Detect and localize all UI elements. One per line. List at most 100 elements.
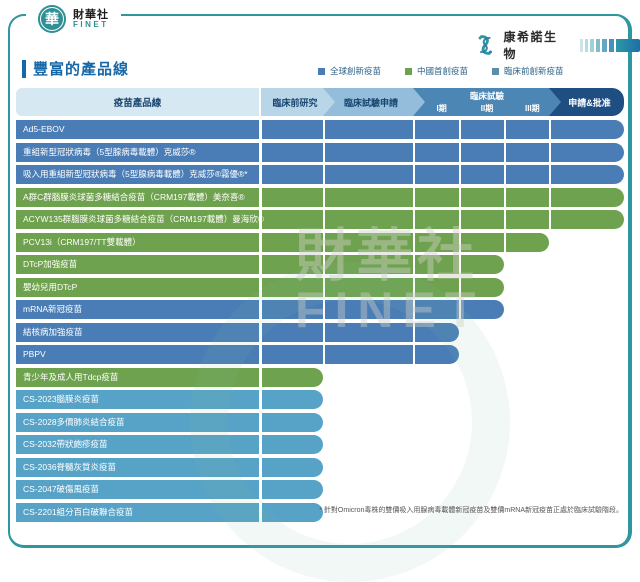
pipeline-row-label: A群C群腦膜炎球菌多糖結合疫苗（CRM197載體）美奈喜® <box>23 191 245 202</box>
stage-separator <box>259 120 262 139</box>
legend: 全球創新疫苗 中國首創疫苗 臨床前創新疫苗 <box>318 65 564 77</box>
stage-separator <box>413 120 415 139</box>
cansino-company-name: 康希諾生物 <box>503 30 558 61</box>
stage-separator <box>323 322 325 342</box>
stage-separator <box>459 232 461 252</box>
stage-separator <box>259 367 262 387</box>
pipeline-row-label: 嬰幼兒用DTcP <box>23 281 78 292</box>
column-header-clinical: 臨床試驗 I期 II期 III期 <box>413 88 561 116</box>
pipeline-row: 重組新型冠狀病毒（5型腺病毒載體）克威莎® <box>16 142 624 162</box>
pipeline-row: ACYW135群腦膜炎球菌多糖結合疫苗（CRM197載體）曼海欣® <box>16 210 624 229</box>
pipeline-row-label: CS-2023腦膜炎疫苗 <box>23 394 100 404</box>
page-title: 豐富的產品線 <box>33 61 130 78</box>
legend-item: 全球創新疫苗 <box>318 65 381 77</box>
finet-logo-subname: FINET <box>73 19 109 29</box>
stage-separator <box>259 502 262 522</box>
stage-separator <box>504 120 506 139</box>
title-block: 豐富的產品線 <box>22 58 129 79</box>
pipeline-row: 嬰幼兒用DTcP <box>16 277 504 297</box>
pipeline-row: PCV13i（CRM197/TT雙載體） <box>16 232 549 252</box>
stage-separator <box>413 322 415 342</box>
pipeline-row: mRNA新冠疫苗 <box>16 300 504 319</box>
stage-separator <box>549 142 551 162</box>
stage-separator <box>323 165 325 184</box>
stage-separator <box>459 187 461 207</box>
legend-item: 臨床前創新疫苗 <box>492 65 564 77</box>
pipeline-row: A群C群腦膜炎球菌多糖結合疫苗（CRM197載體）美奈喜® <box>16 187 624 207</box>
pipeline-row-label: CS-2047破傷風疫苗 <box>23 484 100 494</box>
stage-separator <box>549 120 551 139</box>
pipeline-row-label: mRNA新冠疫苗 <box>23 304 83 314</box>
stage-separator <box>259 322 262 342</box>
pipeline-row: PBPV <box>16 345 459 364</box>
pipeline-row-label: 結核病加強疫苗 <box>23 326 83 337</box>
legend-item: 中國首創疫苗 <box>405 65 468 77</box>
stage-separator <box>413 210 415 229</box>
pipeline-row-label: PCV13i（CRM197/TT雙載體） <box>23 236 141 247</box>
legend-swatch-icon <box>318 67 325 75</box>
column-header-ind: 臨床試驗申請 <box>323 88 425 116</box>
stage-separator <box>323 300 325 319</box>
column-header-product: 疫苗產品線 <box>16 88 259 116</box>
title-accent-bar <box>22 59 26 78</box>
pipeline-row-label: 重組新型冠狀病毒（5型腺病毒載體）克威莎® <box>23 146 196 157</box>
pipeline-row: 結核病加強疫苗 <box>16 322 459 342</box>
pipeline-row-label: ACYW135群腦膜炎球菌多糖結合疫苗（CRM197載體）曼海欣® <box>23 214 264 224</box>
pipeline-row-label: CS-2032帶狀皰疹疫苗 <box>23 439 108 449</box>
pipeline-row: CS-2201組分百白破聯合疫苗 <box>16 502 323 522</box>
legend-swatch-icon <box>492 67 500 75</box>
stage-separator <box>459 210 461 229</box>
stage-separator <box>259 232 262 252</box>
stage-separator <box>323 142 325 162</box>
stage-separator <box>259 412 262 432</box>
stage-separator <box>259 255 262 274</box>
stage-separator <box>504 187 506 207</box>
stage-separator <box>323 187 325 207</box>
stage-separator <box>259 210 262 229</box>
legend-swatch-icon <box>405 67 413 75</box>
column-header-phase1: I期 <box>436 104 447 113</box>
stage-separator <box>459 277 461 297</box>
stage-separator <box>504 232 506 252</box>
stage-separator <box>323 232 325 252</box>
stage-separator <box>323 277 325 297</box>
pipeline-row-label: 青少年及成人用Tdcp疫苗 <box>23 371 119 382</box>
column-header-phase2: II期 <box>480 104 494 113</box>
column-header-phase3: III期 <box>524 104 540 113</box>
stage-separator <box>259 345 262 364</box>
pipeline-row-label: CS-2028多價肺炎結合疫苗 <box>23 416 125 427</box>
stage-separator <box>323 345 325 364</box>
stage-separator <box>413 165 415 184</box>
legend-label: 全球創新疫苗 <box>330 66 382 76</box>
pipeline-row-label: DTcP加強疫苗 <box>23 259 78 269</box>
pipeline-row: 吸入用重組新型冠狀病毒（5型腺病毒載體）克威莎®霧優®* <box>16 165 624 184</box>
finet-logo-symbol: 華 <box>45 11 59 27</box>
pipeline-row: CS-2028多價肺炎結合疫苗 <box>16 412 323 432</box>
pipeline-row: CS-2047破傷風疫苗 <box>16 480 323 499</box>
pipeline-row-label: 吸入用重組新型冠狀病毒（5型腺病毒載體）克威莎®霧優®* <box>23 169 248 179</box>
stage-separator <box>549 187 551 207</box>
brand-gradient-bar <box>580 38 640 52</box>
column-header-preclinical: 臨床前研究 <box>261 88 335 116</box>
stage-separator <box>259 277 262 297</box>
stage-separator <box>413 300 415 319</box>
cansino-logo-icon <box>478 35 492 55</box>
stage-separator <box>323 255 325 274</box>
stage-separator <box>413 255 415 274</box>
pipeline-row: Ad5-EBOV <box>16 120 624 139</box>
stage-separator <box>259 142 262 162</box>
pipeline-row-label: Ad5-EBOV <box>23 124 65 134</box>
stage-separator <box>259 187 262 207</box>
finet-logo-name: 財華社 <box>73 8 109 21</box>
cansino-brand: 康希諾生物 <box>474 28 640 62</box>
stage-separator <box>459 120 461 139</box>
stage-separator <box>459 255 461 274</box>
stage-separator <box>259 300 262 319</box>
stage-separator <box>259 165 262 184</box>
stage-separator <box>323 120 325 139</box>
stage-separator <box>413 277 415 297</box>
stage-separator <box>323 210 325 229</box>
legend-label: 臨床前創新疫苗 <box>504 66 564 76</box>
stage-separator <box>413 345 415 364</box>
stage-separator <box>259 457 262 477</box>
